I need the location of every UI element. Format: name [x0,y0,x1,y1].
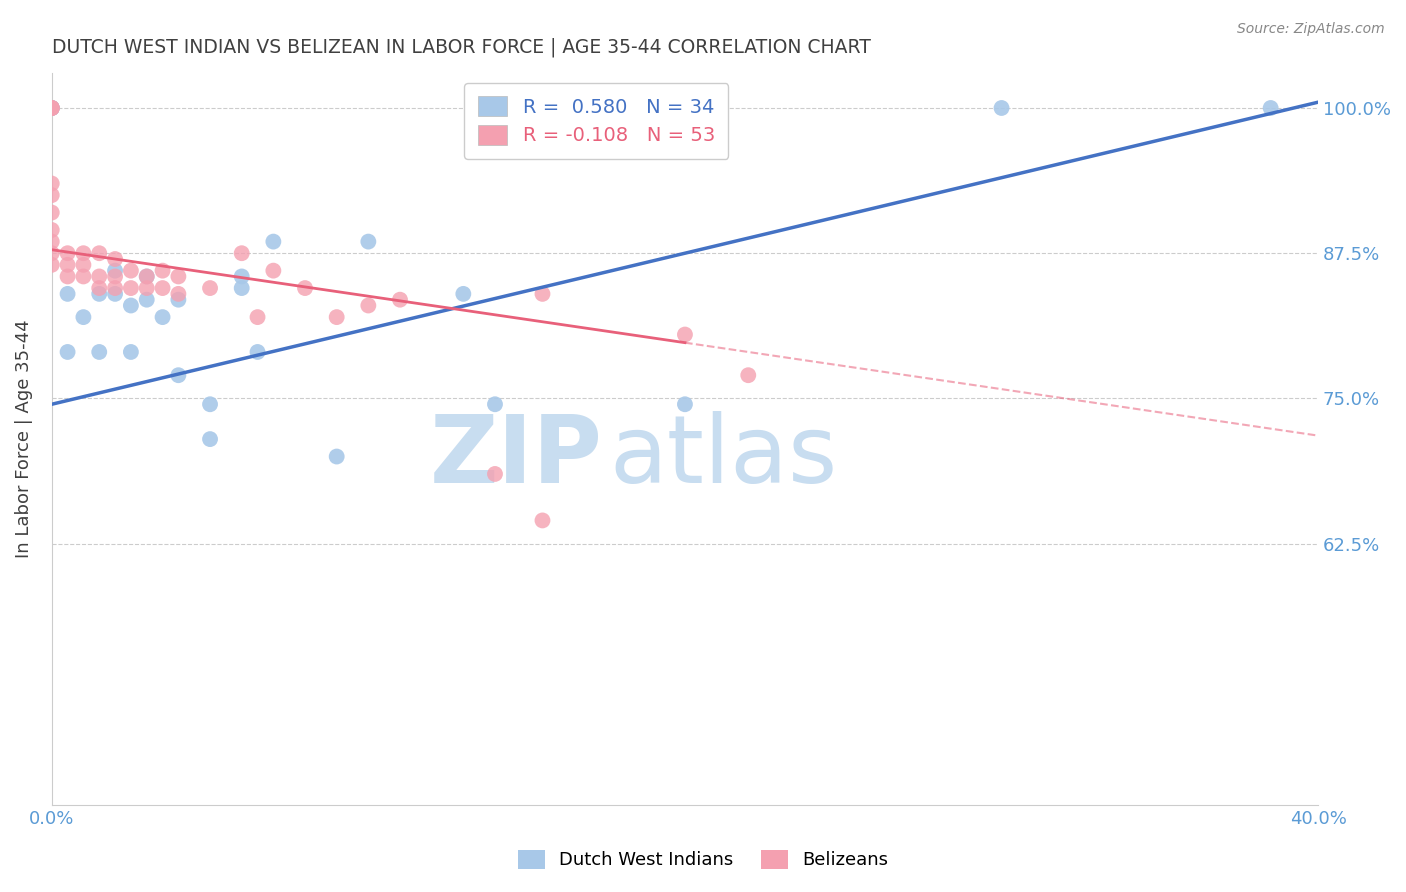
Point [89,269,111,284]
Point [41,101,63,115]
Point [294,281,316,295]
Point [104,252,127,266]
Point [198,397,221,411]
Point [72,258,94,272]
Text: ZIP: ZIP [430,411,603,503]
Point [89,246,111,260]
Point [388,293,411,307]
Point [72,310,94,325]
Point [41,101,63,115]
Point [56,246,79,260]
Point [531,286,554,301]
Point [120,263,142,277]
Point [41,223,63,237]
Point [262,235,284,249]
Point [262,263,284,277]
Point [167,293,190,307]
Point [357,235,380,249]
Point [246,345,269,359]
Point [673,397,696,411]
Point [152,281,174,295]
Point [531,513,554,527]
Point [135,281,157,295]
Point [120,281,142,295]
Point [231,281,253,295]
Point [89,286,111,301]
Point [56,269,79,284]
Point [135,293,157,307]
Point [152,263,174,277]
Y-axis label: In Labor Force | Age 35-44: In Labor Force | Age 35-44 [15,320,32,558]
Point [41,235,63,249]
Point [41,101,63,115]
Point [484,397,506,411]
Point [41,246,63,260]
Point [89,281,111,295]
Point [198,281,221,295]
Point [198,432,221,446]
Point [120,298,142,312]
Point [167,286,190,301]
Point [89,345,111,359]
Point [41,258,63,272]
Point [41,101,63,115]
Point [135,269,157,284]
Point [231,269,253,284]
Point [167,269,190,284]
Text: Source: ZipAtlas.com: Source: ZipAtlas.com [1237,22,1385,37]
Point [72,246,94,260]
Text: atlas: atlas [609,411,837,503]
Point [41,188,63,202]
Point [325,450,347,464]
Point [41,101,63,115]
Point [357,298,380,312]
Point [152,310,174,325]
Legend: R =  0.580   N = 34, R = -0.108   N = 53: R = 0.580 N = 34, R = -0.108 N = 53 [464,83,728,159]
Point [673,327,696,342]
Point [231,246,253,260]
Point [737,368,759,383]
Point [41,177,63,191]
Point [56,258,79,272]
Point [104,263,127,277]
Point [120,345,142,359]
Point [104,286,127,301]
Point [246,310,269,325]
Legend: Dutch West Indians, Belizeans: Dutch West Indians, Belizeans [509,841,897,879]
Point [484,467,506,481]
Point [325,310,347,325]
Point [1260,101,1282,115]
Point [41,101,63,115]
Point [41,205,63,219]
Point [72,269,94,284]
Text: DUTCH WEST INDIAN VS BELIZEAN IN LABOR FORCE | AGE 35-44 CORRELATION CHART: DUTCH WEST INDIAN VS BELIZEAN IN LABOR F… [52,37,870,57]
Point [56,345,79,359]
Point [104,269,127,284]
Point [56,286,79,301]
Point [453,286,475,301]
Point [990,101,1012,115]
Point [135,269,157,284]
Point [167,368,190,383]
Point [104,281,127,295]
